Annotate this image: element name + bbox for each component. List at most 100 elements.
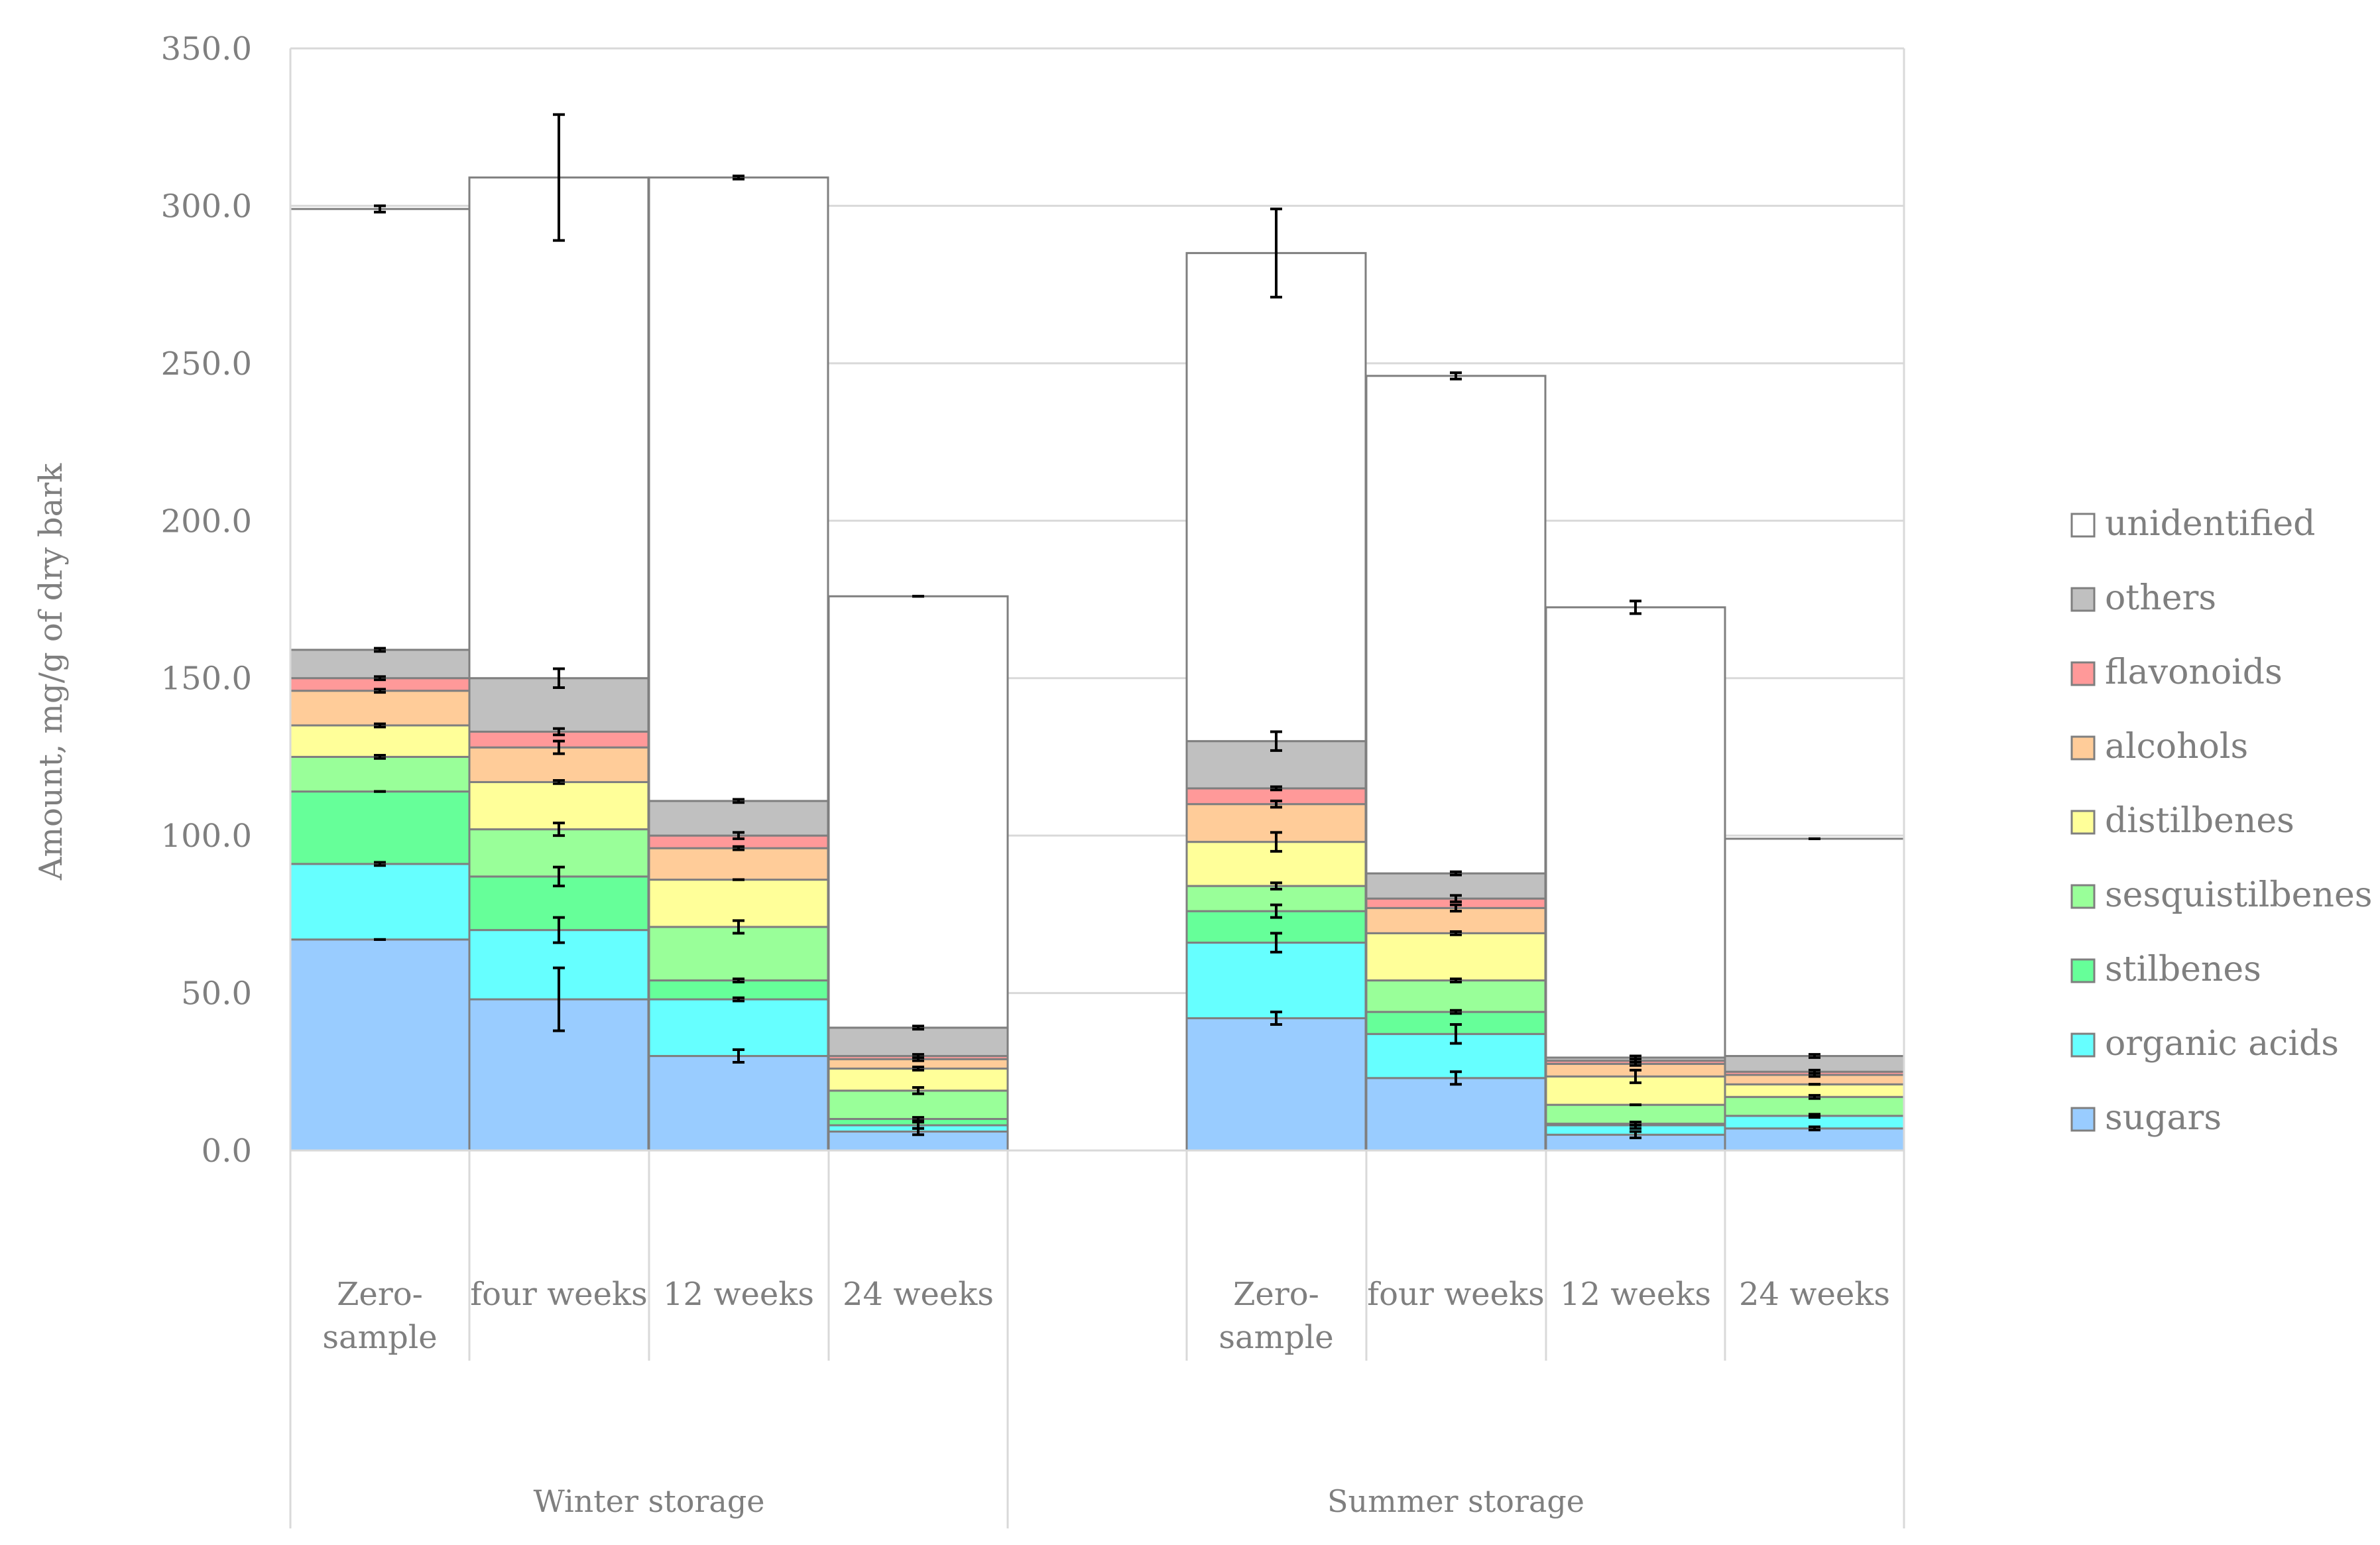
- legend-swatch: [2070, 810, 2096, 835]
- bar-segment-sugars: [1365, 1077, 1547, 1152]
- error-bar: [1450, 894, 1462, 903]
- error-bar: [553, 822, 565, 837]
- y-axis-label: Amount, mg/g of dry bark: [32, 463, 70, 881]
- error-bar: [1270, 831, 1282, 853]
- error-bar: [1809, 1068, 1820, 1075]
- legend-item-distilbenes: distilbenes: [2070, 801, 2294, 841]
- x-category-label: 12 weeks: [1560, 1276, 1711, 1313]
- bar-segment-others: [648, 800, 829, 837]
- bar-segment-sesquistilbenes: [289, 755, 471, 793]
- error-bar: [733, 977, 744, 983]
- legend: unidentified others flavonoids alcohols dist…: [2070, 504, 2372, 1138]
- y-tick-label: 200.0: [161, 503, 252, 540]
- bar-segment-sugars: [1724, 1127, 1905, 1152]
- bar-segment-alcohols: [289, 690, 471, 727]
- bar-segment-unidentified: [827, 595, 1009, 1029]
- legend-item-sugars: sugars: [2070, 1098, 2222, 1138]
- error-bar: [1809, 1053, 1820, 1059]
- legend-item-others: others: [2070, 578, 2216, 618]
- bar-segment-stilbenes: [289, 790, 471, 865]
- legend-label: sugars: [2105, 1098, 2222, 1138]
- error-bar: [553, 739, 565, 755]
- bar-segment-distilbenes: [289, 724, 471, 758]
- bar-segment-others: [827, 1026, 1009, 1058]
- error-bar: [912, 1116, 924, 1122]
- legend-swatch: [2070, 513, 2096, 538]
- legend-label: unidentified: [2105, 504, 2315, 544]
- legend-label: others: [2105, 578, 2216, 618]
- error-bar: [912, 1053, 924, 1059]
- x-category-label: four weeks: [470, 1276, 647, 1313]
- bar-segment-unidentified: [1185, 252, 1367, 743]
- x-category-label: Zero-sample: [322, 1276, 437, 1356]
- bar-segment-organic-acids: [648, 998, 829, 1058]
- legend-swatch: [2070, 884, 2096, 909]
- error-bar: [1450, 371, 1462, 381]
- error-bar: [553, 113, 565, 242]
- legend-item-unidentified: unidentified: [2070, 504, 2315, 544]
- bar-segment-unidentified: [648, 176, 829, 802]
- bar-segment-distilbenes: [468, 780, 650, 831]
- error-bar: [733, 174, 744, 181]
- error-bar: [912, 1086, 924, 1095]
- legend-label: sesquistilbenes: [2105, 875, 2372, 915]
- legend-item-organic-acids: organic acids: [2070, 1024, 2339, 1064]
- x-category-label: 12 weeks: [663, 1276, 814, 1313]
- axes: 0.0 50.0 100.0 150.0 200.0 250.0 300.0 350.0 Zer…: [161, 31, 1905, 1528]
- bar-segment-sugars: [648, 1055, 829, 1152]
- bar-segment-distilbenes: [648, 879, 829, 928]
- error-bar: [374, 754, 386, 760]
- error-bar: [553, 779, 565, 785]
- y-tick-label: 100.0: [161, 818, 252, 855]
- bar-segment-sugars: [1185, 1017, 1367, 1152]
- x-category-label: four weeks: [1367, 1276, 1544, 1313]
- x-category-label: 24 weeks: [1739, 1276, 1890, 1313]
- error-bar: [1270, 932, 1282, 954]
- legend-label: stilbenes: [2105, 950, 2261, 989]
- error-bar: [912, 1066, 924, 1072]
- legend-label: organic acids: [2105, 1024, 2339, 1064]
- legend-item-stilbenes: stilbenes: [2070, 950, 2261, 989]
- y-tick-label: 150.0: [161, 660, 252, 698]
- error-bar: [374, 722, 386, 729]
- x-group-label: Winter storage: [534, 1483, 765, 1519]
- error-bar: [374, 861, 386, 867]
- x-category-label: Zero-sample: [1219, 1276, 1333, 1356]
- error-bar: [912, 1121, 924, 1130]
- error-bar: [1270, 903, 1282, 919]
- error-bar: [1630, 1130, 1641, 1140]
- bar-segment-unidentified: [1724, 837, 1905, 1058]
- bar-segment-organic-acids: [1185, 942, 1367, 1020]
- error-bars: [374, 113, 1820, 1140]
- error-bar: [1450, 930, 1462, 936]
- error-bar: [733, 919, 744, 935]
- legend-label: distilbenes: [2105, 801, 2294, 841]
- error-bar: [1270, 730, 1282, 752]
- y-tick-label: 300.0: [161, 188, 252, 225]
- error-bar: [1450, 977, 1462, 983]
- bar-segment-unidentified: [289, 208, 471, 651]
- error-bar: [1270, 785, 1282, 792]
- legend-swatch: [2070, 587, 2096, 612]
- y-tick-label: 50.0: [181, 975, 252, 1013]
- bar-segment-unidentified: [1365, 375, 1547, 875]
- y-tick-label: 250.0: [161, 345, 252, 383]
- legend-item-alcohols: alcohols: [2070, 727, 2248, 767]
- error-bar: [553, 727, 565, 737]
- bar-segment-sesquistilbenes: [648, 926, 829, 982]
- bar-segment-alcohols: [648, 847, 829, 881]
- bar-segment-sugars: [289, 938, 471, 1152]
- error-bar: [1450, 1070, 1462, 1086]
- legend-item-sesquistilbenes: sesquistilbenes: [2070, 875, 2372, 915]
- legend-label: flavonoids: [2105, 652, 2283, 692]
- y-tick-label: 350.0: [161, 31, 252, 68]
- error-bar: [374, 647, 386, 653]
- error-bar: [1450, 903, 1462, 913]
- error-bar: [1270, 881, 1282, 891]
- error-bar: [553, 966, 565, 1032]
- error-bar: [1809, 1093, 1820, 1100]
- bar-segment-unidentified: [1545, 606, 1726, 1059]
- error-bar: [1450, 870, 1462, 877]
- error-bar: [374, 675, 386, 682]
